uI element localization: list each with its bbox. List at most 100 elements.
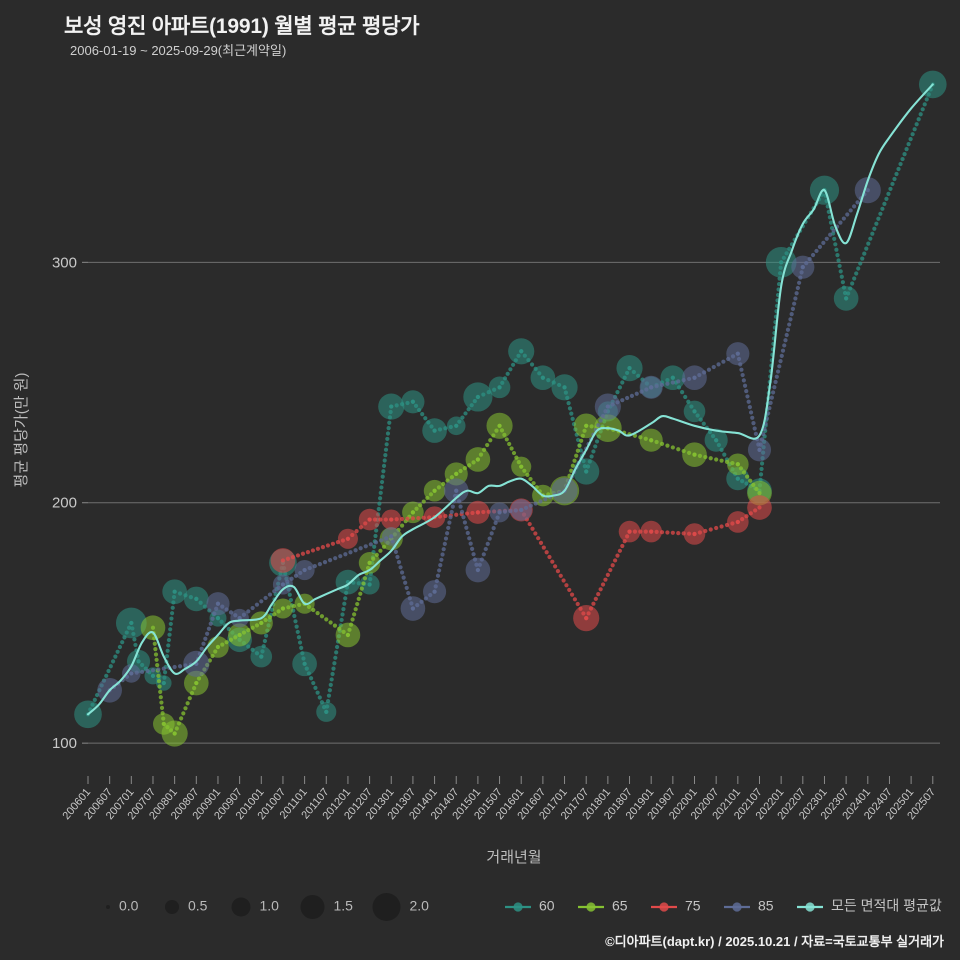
series-bubble[interactable] bbox=[639, 375, 663, 399]
series-bubble[interactable] bbox=[465, 447, 491, 472]
series-connector-dot bbox=[373, 533, 378, 539]
series-bubble[interactable] bbox=[682, 365, 707, 391]
series-bubble[interactable] bbox=[400, 596, 426, 621]
legend-marker-75[interactable] bbox=[659, 902, 669, 912]
series-bubble[interactable] bbox=[510, 499, 533, 521]
series-bubble[interactable] bbox=[378, 393, 405, 420]
series-bubble[interactable] bbox=[292, 651, 317, 677]
series-bubble[interactable] bbox=[337, 528, 358, 549]
series-connector-dot bbox=[553, 564, 558, 569]
series-bubble[interactable] bbox=[272, 598, 293, 619]
series-connector-dot bbox=[292, 613, 297, 619]
series-bubble[interactable] bbox=[272, 574, 293, 595]
legend-marker-모든 면적대 평균값[interactable] bbox=[805, 902, 815, 912]
series-bubble[interactable] bbox=[115, 607, 147, 639]
legend-label-65[interactable]: 65 bbox=[612, 898, 628, 914]
series-bubble[interactable] bbox=[727, 453, 749, 476]
series-bubble[interactable] bbox=[486, 412, 513, 439]
series-bubble[interactable] bbox=[423, 479, 446, 502]
series-connector-dot bbox=[561, 578, 566, 583]
legend-marker-60[interactable] bbox=[513, 902, 523, 912]
series-bubble[interactable] bbox=[446, 416, 466, 436]
series-bubble[interactable] bbox=[704, 428, 728, 452]
average-line[interactable] bbox=[86, 83, 934, 716]
series-connector-dot bbox=[758, 472, 764, 477]
series-bubble[interactable] bbox=[463, 382, 493, 412]
series-bubble[interactable] bbox=[270, 548, 296, 573]
series-bubble[interactable] bbox=[423, 580, 447, 604]
series-bubble[interactable] bbox=[791, 255, 815, 279]
series-bubble[interactable] bbox=[465, 557, 491, 583]
series-bubble[interactable] bbox=[183, 670, 209, 696]
series-connector-dot bbox=[826, 209, 831, 214]
legend-label-60[interactable]: 60 bbox=[539, 898, 555, 914]
series-bubble[interactable] bbox=[573, 413, 599, 439]
series-bubble[interactable] bbox=[294, 560, 315, 581]
series-bubble[interactable] bbox=[358, 508, 381, 531]
series-connector-dot bbox=[485, 541, 490, 546]
series-bubble[interactable] bbox=[358, 552, 381, 574]
series-bubble[interactable] bbox=[747, 495, 772, 520]
series-connector-dot bbox=[748, 410, 754, 415]
series-bubble[interactable] bbox=[511, 456, 532, 477]
series-bubble[interactable] bbox=[594, 393, 621, 420]
legend-layer[interactable]: 0.0 0.5 1.0 1.5 2.0 60 65 75 85 모든 면적대 평균값 bbox=[106, 893, 942, 921]
legend-label-75[interactable]: 75 bbox=[685, 898, 701, 914]
series-bubble[interactable] bbox=[140, 615, 166, 641]
series-bubble[interactable] bbox=[183, 586, 209, 612]
series-bubble[interactable] bbox=[316, 701, 337, 722]
series-bubble[interactable] bbox=[466, 500, 490, 524]
series-bubble[interactable] bbox=[854, 177, 881, 204]
legend-label-모든 면적대 평균값[interactable]: 모든 면적대 평균값 bbox=[831, 898, 942, 914]
series-connector-dot bbox=[317, 695, 322, 700]
series-bubble[interactable] bbox=[639, 428, 663, 452]
series-bubble[interactable] bbox=[747, 438, 772, 462]
series-connector-dot bbox=[505, 371, 510, 376]
series-bubble[interactable] bbox=[401, 390, 425, 414]
series-bubble[interactable] bbox=[381, 509, 402, 530]
series-bubble[interactable] bbox=[551, 374, 578, 401]
series-bubble[interactable] bbox=[422, 418, 447, 443]
series-bubble[interactable] bbox=[444, 462, 468, 486]
series-bubble[interactable] bbox=[206, 592, 230, 616]
series-bubble[interactable] bbox=[250, 645, 273, 668]
series-bubble[interactable] bbox=[660, 365, 686, 391]
series-connector-dot bbox=[489, 531, 494, 536]
series-bubble[interactable] bbox=[207, 636, 229, 658]
series-connector-dot bbox=[544, 550, 549, 555]
series-bubble[interactable] bbox=[335, 622, 361, 648]
series-bubble[interactable] bbox=[183, 650, 210, 677]
series-bubble[interactable] bbox=[683, 523, 706, 545]
series-bubble[interactable] bbox=[573, 605, 600, 632]
series-bubble[interactable] bbox=[765, 246, 797, 278]
series-bubble[interactable] bbox=[726, 342, 750, 366]
series-bubble[interactable] bbox=[640, 520, 662, 543]
legend-marker-85[interactable] bbox=[732, 902, 742, 912]
series-bubble[interactable] bbox=[727, 511, 749, 533]
series-bubble[interactable] bbox=[488, 376, 511, 399]
series-bubble[interactable] bbox=[833, 286, 859, 311]
series-bubble[interactable] bbox=[230, 608, 249, 628]
series-bubble[interactable] bbox=[682, 442, 707, 467]
series-bubble[interactable] bbox=[508, 338, 535, 365]
series-bubble[interactable] bbox=[683, 400, 706, 423]
legend-marker-65[interactable] bbox=[586, 902, 596, 912]
series-bubble[interactable] bbox=[161, 720, 188, 747]
series-bubble[interactable] bbox=[249, 611, 273, 635]
series-bubble[interactable] bbox=[530, 365, 556, 391]
series-bubble[interactable] bbox=[162, 579, 187, 605]
series-bubble[interactable] bbox=[381, 527, 401, 546]
series-connector-dot bbox=[117, 644, 123, 650]
series-bubble[interactable] bbox=[618, 520, 641, 543]
series-bubble[interactable] bbox=[228, 623, 252, 647]
series-bubble[interactable] bbox=[573, 458, 600, 485]
legend-label-85[interactable]: 85 bbox=[758, 898, 774, 914]
series-connector-dot bbox=[354, 529, 359, 534]
series-bubble[interactable] bbox=[335, 569, 361, 595]
series-bubble[interactable] bbox=[122, 664, 141, 683]
series-bubble[interactable] bbox=[443, 478, 469, 504]
series-connector-dot bbox=[550, 559, 555, 564]
series-bubble[interactable] bbox=[616, 355, 643, 382]
series-bubble[interactable] bbox=[489, 502, 510, 523]
series-connector-dot bbox=[827, 215, 832, 220]
